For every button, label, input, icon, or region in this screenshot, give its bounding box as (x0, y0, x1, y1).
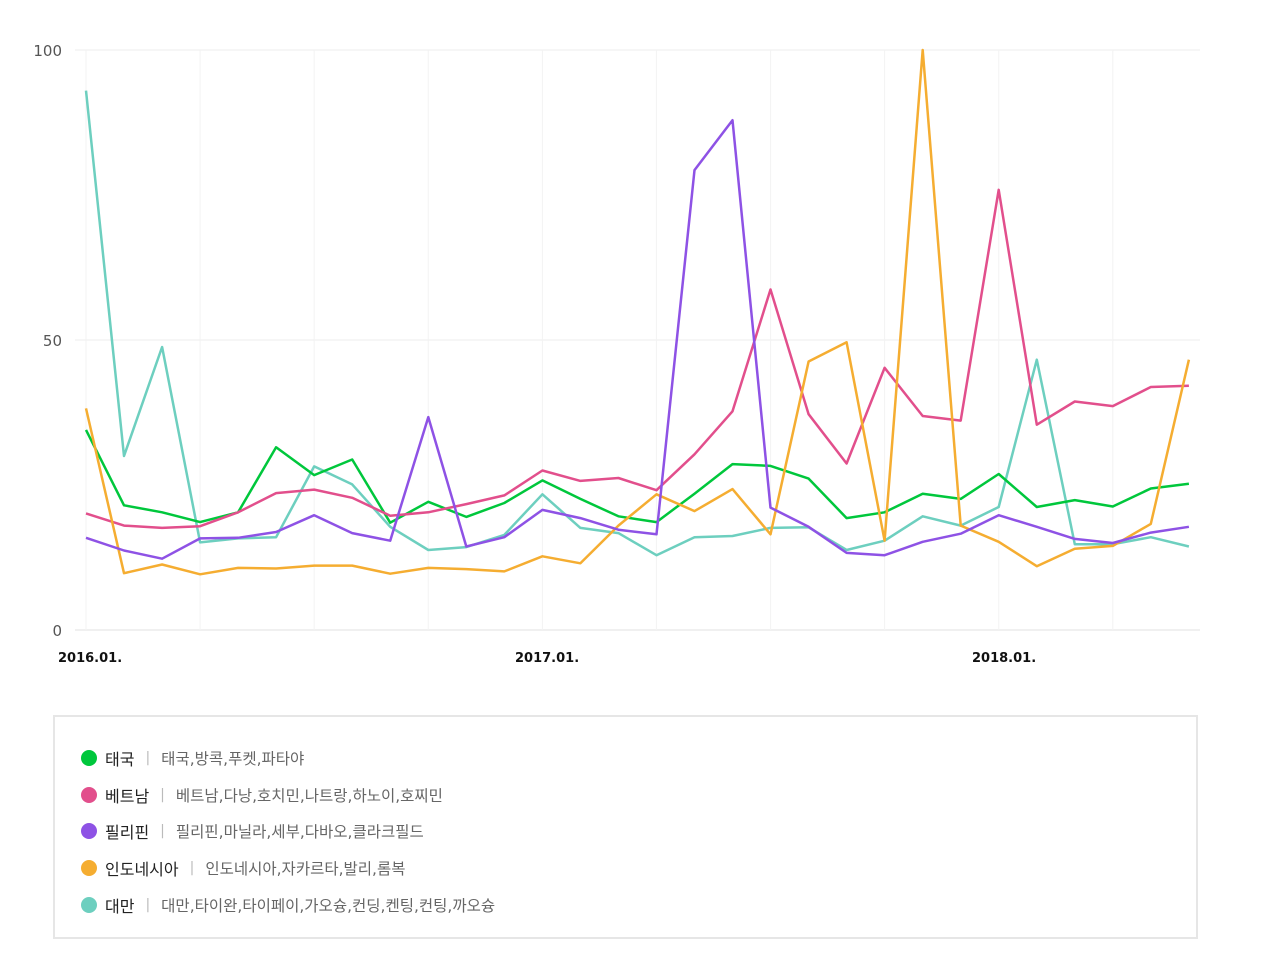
series-line-3 (84, 48, 1191, 576)
series-line-0 (84, 429, 1190, 524)
legend-divider: | (145, 896, 151, 913)
series-line-4 (84, 90, 1190, 557)
legend-divider: | (145, 750, 151, 767)
legend-series-name: 필리핀 (105, 823, 150, 843)
legend-item-vietnam[interactable]: 베트남 | 베트남,다낭,호치민,나트랑,하노이,호찌민 (55, 777, 1196, 814)
x-tick-label: 2017.01. (515, 651, 579, 666)
x-axis: 2016.01. 2017.01. 2018.01. (58, 651, 1036, 666)
line-chart: 0 50 100 2016.01. 2017.01. 2018.01. (33, 42, 1200, 666)
legend-keywords: 베트남,다낭,호치민,나트랑,하노이,호찌민 (175, 786, 443, 805)
legend-keywords: 필리핀,마닐라,세부,다바오,클라크필드 (175, 823, 424, 842)
x-tick-label: 2018.01. (972, 651, 1036, 666)
legend-color-dot (81, 860, 97, 877)
legend-color-dot (81, 750, 97, 767)
grid (75, 49, 1200, 631)
legend-color-dot (81, 823, 97, 840)
legend-series-name: 베트남 (105, 786, 150, 806)
series-line-2 (85, 118, 1190, 560)
y-tick-label: 0 (52, 622, 62, 640)
legend-item-indonesia[interactable]: 인도네시아 | 인도네시아,자카르타,발리,롬복 (55, 850, 1196, 887)
legend-item-philippines[interactable]: 필리핀 | 필리핀,마닐라,세부,다바오,클라크필드 (55, 813, 1196, 850)
legend-series-name: 대만 (105, 896, 135, 916)
legend-series-name: 인도네시아 (105, 860, 179, 880)
legend-divider: | (160, 786, 165, 803)
y-tick-label: 50 (43, 332, 62, 350)
legend-keywords: 인도네시아,자카르타,발리,롬복 (205, 860, 406, 879)
legend-color-dot (81, 896, 97, 913)
legend-divider: | (160, 823, 165, 840)
legend-item-taiwan[interactable]: 대만 | 대만,타이완,타이페이,가오슝,컨딩,켄팅,컨팅,까오슝 (55, 886, 1196, 923)
series-lines (84, 48, 1191, 576)
legend-series-name: 태국 (105, 750, 135, 770)
legend-color-dot (81, 786, 97, 803)
legend-keywords: 태국,방콕,푸켓,파타야 (161, 750, 305, 769)
series-line-1 (85, 188, 1189, 530)
legend-divider: | (189, 860, 195, 877)
y-axis: 0 50 100 (33, 42, 62, 640)
legend-item-thailand[interactable]: 태국 | 태국,방콕,푸켓,파타야 (55, 740, 1196, 777)
y-tick-label: 100 (33, 42, 62, 60)
legend: 태국 | 태국,방콕,푸켓,파타야 베트남 | 베트남,다낭,호치민,나트랑,하… (53, 715, 1198, 939)
x-tick-label: 2016.01. (58, 651, 122, 666)
legend-keywords: 대만,타이완,타이페이,가오슝,컨딩,켄팅,컨팅,까오슝 (161, 896, 496, 915)
